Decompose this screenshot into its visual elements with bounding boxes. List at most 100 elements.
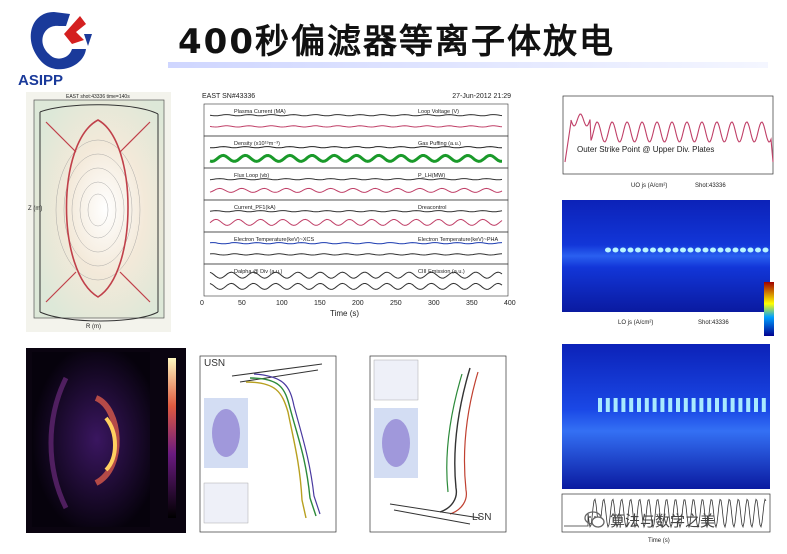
spectrogram-spot [725,247,731,253]
ts-trace [209,146,502,149]
ts-trace [209,242,503,245]
camera-image [26,348,186,533]
page-title: 400秒偏滤器等离子体放电 [178,22,615,62]
equilibrium-plot: Z (m) R (m) EAST shot:43336 time=140s [26,92,171,332]
ts-xtick: 300 [428,300,440,307]
camera-graphic [32,352,176,527]
spec1-shot: Shot:43336 [698,320,729,326]
spectrogram-spot [707,398,712,412]
ts-xtick: 150 [314,300,326,307]
spectrogram-spot [650,247,656,253]
wave-xlabel: Time (s) [648,538,670,544]
ts-xtick: 400 [504,300,516,307]
spectrogram-spot [755,247,761,253]
ts-label: Gas Puffing (a.u.) [418,141,461,147]
lsn-profile-plot: LSN [360,348,530,538]
spectrogram-spot [754,398,758,412]
ts-row-frame [203,263,509,297]
ts-xlabel: Time (s) [330,309,359,318]
equilibrium-ylabel: Z (m) [28,206,42,212]
ts-trace [209,271,503,279]
ts-label: Dreacontrol [418,205,446,211]
ts-label: Electron Temperature(keV)~PHA [418,237,498,243]
spectrogram-spot [621,398,626,412]
ts-label: Loop Voltage (V) [418,109,459,115]
spectrogram-spot [747,247,754,253]
ts-trace [209,153,502,163]
ts-trace [209,114,503,117]
spectrogram-spot [680,247,686,253]
ts-trace [209,187,503,193]
usn-profile-plot: USN [190,348,350,538]
lsn-graphic: LSN [369,355,507,533]
logo-text: ASIPP [18,72,64,89]
ts-label: P_LH(MW) [418,173,445,179]
spectrogram-spot [672,247,679,253]
ts-trace [209,178,503,181]
equilibrium-graphic: Z (m) R (m) EAST shot:43336 time=140s [28,94,165,330]
usn-label: USN [204,358,225,369]
spectrogram-spot [665,247,671,253]
spectrogram-spot [695,247,701,253]
spectrogram-spot [730,398,735,412]
ts-label: Dalpha @ Div (a.u.) [234,269,283,275]
ts-trace [209,210,503,213]
wechat-icon [584,511,605,528]
ts-trace [209,253,503,256]
spectrogram-spot [657,247,664,253]
ts-header-left: EAST SN#43336 [202,93,256,100]
spectrogram-spot [612,247,619,253]
spectrogram-spot [761,398,766,412]
spectrogram-spot [762,247,769,253]
strike-point-xlabel: UO js (A/cm²) [631,183,667,189]
spectrogram-spot [644,398,649,412]
spectrogram-lower-graphic [562,344,770,489]
strike-point-plot: Outer Strike Point @ Upper Div. Plates U… [545,92,785,192]
spectrogram-spot [732,247,739,253]
title-underline [168,62,768,68]
spectrogram-lower [548,342,774,492]
usn-graphic: USN [199,355,337,533]
ts-label: CIII Emission (a.u.) [418,269,465,275]
lsn-label: LSN [472,512,491,523]
strike-point-label: Outer Strike Point @ Upper Div. Plates [577,145,714,154]
spectrogram-spot [605,398,610,412]
timeseries-graphic: Plasma Current (MA) Loop Voltage (V) Densi… [200,103,516,318]
spectrogram-upper: LO js (A/cm²) Shot:43336 [548,198,774,326]
ts-label: Current_PF1(kA) [234,205,276,211]
colorbar [764,282,774,336]
ts-xtick: 250 [390,300,402,307]
ts-trace [209,282,503,290]
strike-point-graphic: Outer Strike Point @ Upper Div. Plates U… [562,95,774,189]
spectrogram-spot [746,398,751,412]
spectrogram-spot [620,247,626,253]
spectrogram-spot [687,247,694,253]
spectrogram-spot [738,398,743,412]
ts-xtick: 100 [276,300,288,307]
strike-point-shot: Shot:43336 [695,183,726,189]
spectrogram-spot [740,247,746,253]
spectrogram-spot [715,398,719,412]
spectrogram-spot [691,398,696,412]
timeseries-plot: EAST SN#43336 27-Jun-2012 21:29 Plasma C… [180,92,525,344]
spectrogram-spot [613,398,618,412]
spectrogram-spot [629,398,634,412]
ts-trace [209,218,503,226]
ts-label: Electron Temperature(keV)~XCS [234,237,314,243]
equilibrium-xlabel: R (m) [86,324,101,330]
spectrogram-spot [652,398,657,412]
ts-xtick: 0 [200,300,204,307]
ts-trace [209,125,503,128]
spectrogram-spot [717,247,724,253]
spectrogram-spot [635,247,641,253]
spectrogram-upper-graphic: LO js (A/cm²) Shot:43336 [562,200,770,326]
spectrogram-spot [722,398,727,412]
equilibrium-header: EAST shot:43336 time=140s [66,94,130,100]
spectrogram-spot [637,398,641,412]
spec1-xlabel: LO js (A/cm²) [618,320,653,326]
spectrogram-spot [605,247,611,253]
ts-label: Plasma Current (MA) [234,109,286,115]
spectrogram-spot [710,247,716,253]
spectrogram-spot [699,398,704,412]
ts-xtick: 350 [466,300,478,307]
